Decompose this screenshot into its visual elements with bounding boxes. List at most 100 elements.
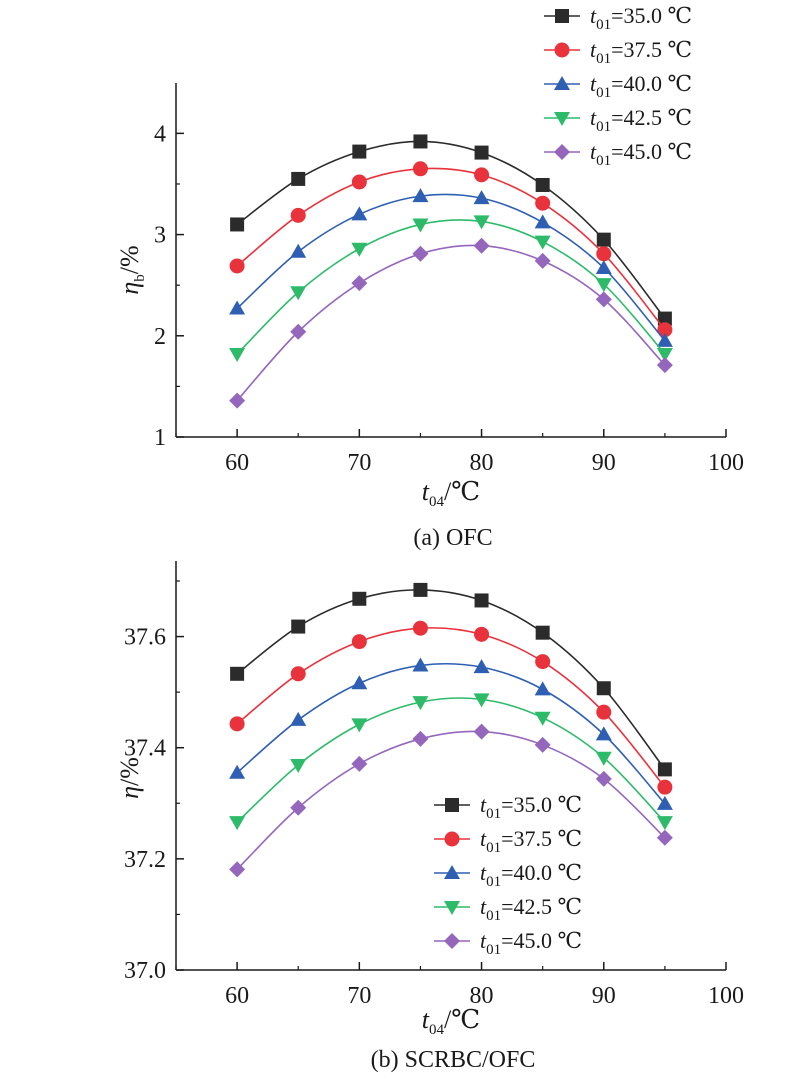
- data-point: [473, 693, 490, 708]
- data-point: [351, 275, 368, 292]
- legend-marker: [445, 798, 459, 812]
- legend-marker: [554, 144, 570, 160]
- y-tick-label: 37.2: [124, 847, 166, 873]
- data-point: [413, 582, 428, 597]
- chart-panel-a: 60 70 80 90 100 1 2 3 4 t04/℃ ηb/% t01=35.0 ℃ t01=37…: [115, 3, 744, 551]
- data-point: [229, 861, 246, 878]
- x-tick-label: 80: [470, 450, 494, 476]
- legend-label: t01=37.5 ℃: [590, 37, 692, 67]
- data-point: [351, 174, 367, 190]
- data-point: [657, 779, 673, 795]
- data-point: [656, 816, 673, 831]
- data-point: [351, 634, 367, 650]
- data-point: [474, 167, 490, 183]
- legend-label: t01=40.0 ℃: [480, 860, 582, 890]
- data-point: [473, 215, 490, 230]
- x-tick-label: 70: [347, 983, 371, 1009]
- legend-marker: [554, 112, 570, 126]
- data-point: [657, 762, 672, 777]
- data-point: [229, 764, 246, 779]
- data-point: [473, 659, 490, 674]
- data-point: [291, 171, 306, 186]
- data-point: [656, 332, 673, 347]
- data-point: [656, 829, 673, 846]
- x-axis-label: t04/℃: [422, 477, 481, 510]
- x-tick-label: 60: [225, 450, 249, 476]
- legend-label: t01=40.0 ℃: [590, 71, 692, 101]
- legend-marker: [444, 901, 460, 915]
- data-point: [412, 696, 429, 711]
- legend-item: t01=37.5 ℃: [544, 37, 692, 67]
- x-tick-label: 90: [592, 450, 616, 476]
- x-tick-label: 60: [225, 983, 249, 1009]
- legend-marker: [554, 76, 570, 90]
- y-tick-label: 37.4: [124, 736, 166, 762]
- legend-marker: [444, 865, 460, 879]
- y-axis-label: ηb/%: [115, 245, 148, 294]
- data-point: [412, 161, 428, 177]
- data-point: [290, 799, 307, 816]
- series-0: [230, 134, 672, 326]
- data-point: [290, 207, 306, 223]
- data-point: [229, 258, 245, 274]
- data-point: [412, 188, 429, 203]
- legend-label: t01=35.0 ℃: [590, 3, 692, 33]
- legend: t01=35.0 ℃ t01=37.5 ℃ t01=40.0 ℃ t01=42.5 ℃…: [544, 3, 692, 169]
- x-tick-label: 80: [470, 983, 494, 1009]
- data-point: [230, 217, 245, 232]
- series-2: [229, 188, 673, 347]
- data-point: [351, 718, 368, 733]
- legend-label: t01=42.5 ℃: [480, 894, 582, 924]
- legend-item: t01=45.0 ℃: [434, 928, 582, 958]
- y-tick-label: 37.0: [124, 958, 166, 984]
- legend-item: t01=42.5 ℃: [434, 894, 582, 924]
- series-4: [229, 723, 673, 878]
- legend-item: t01=40.0 ℃: [544, 71, 692, 101]
- data-point: [534, 214, 551, 229]
- data-point: [473, 190, 490, 205]
- data-point: [290, 243, 307, 258]
- data-point: [412, 730, 429, 747]
- data-point: [657, 311, 672, 326]
- data-point: [535, 177, 550, 192]
- data-point: [290, 758, 307, 773]
- data-point: [534, 711, 551, 726]
- data-point: [351, 206, 368, 221]
- legend-marker: [444, 933, 460, 949]
- data-point: [352, 144, 367, 159]
- data-point: [534, 252, 551, 269]
- data-point: [229, 300, 246, 315]
- data-point: [474, 145, 489, 160]
- data-point: [412, 218, 429, 233]
- x-tick-label: 90: [592, 983, 616, 1009]
- series-2: [229, 657, 673, 810]
- data-point: [596, 246, 612, 262]
- data-point: [534, 736, 551, 753]
- legend: t01=35.0 ℃ t01=37.5 ℃ t01=40.0 ℃ t01=42.5 ℃…: [434, 792, 582, 958]
- legend-label: t01=42.5 ℃: [590, 105, 692, 135]
- data-point: [656, 348, 673, 363]
- series-1: [229, 161, 673, 338]
- y-tick-label: 2: [154, 324, 166, 350]
- data-point: [229, 716, 245, 732]
- data-point: [351, 242, 368, 257]
- data-point: [596, 232, 611, 247]
- legend-label: t01=35.0 ℃: [480, 792, 582, 822]
- legend-marker: [554, 42, 570, 58]
- data-point: [229, 816, 246, 831]
- legend-item: t01=35.0 ℃: [434, 792, 582, 822]
- data-point: [535, 625, 550, 640]
- legend-marker: [555, 9, 569, 23]
- data-point: [351, 755, 368, 772]
- y-axis-label: η/%: [115, 757, 144, 799]
- data-point: [290, 323, 307, 340]
- data-point: [290, 286, 307, 301]
- chart-caption: (b) SCRBC/OFC: [371, 1047, 536, 1073]
- data-point: [291, 619, 306, 634]
- x-axis-label: t04/℃: [422, 1005, 481, 1038]
- legend-item: t01=35.0 ℃: [544, 3, 692, 33]
- data-point: [352, 591, 367, 606]
- data-point: [412, 620, 428, 636]
- x-tick-label: 70: [347, 450, 371, 476]
- legend-label: t01=45.0 ℃: [480, 928, 582, 958]
